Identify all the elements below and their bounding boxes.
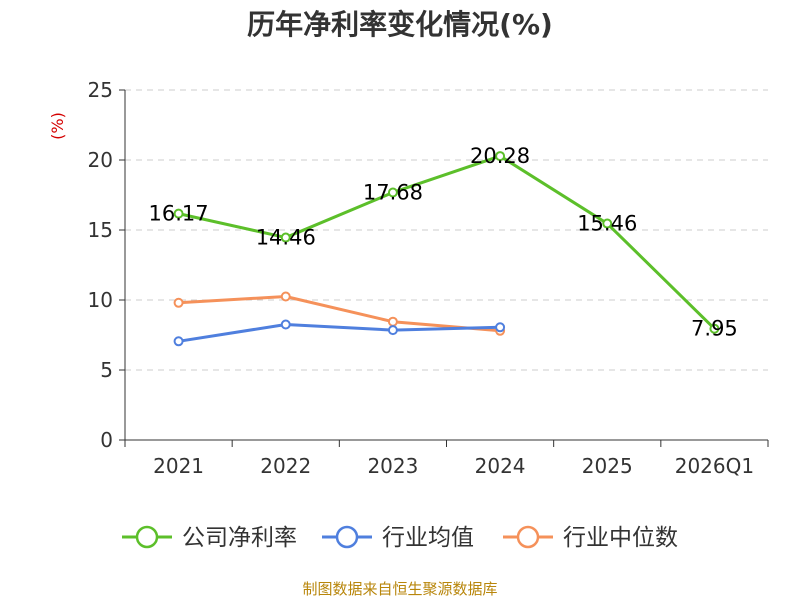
data-point-1-3[interactable] bbox=[495, 322, 506, 333]
chart-title: 历年净利率变化情况(%) bbox=[247, 8, 553, 41]
data-point-0-4[interactable] bbox=[602, 218, 613, 229]
data-label-0-3: 20.28 bbox=[470, 144, 530, 168]
legend-marker-1 bbox=[335, 525, 359, 549]
data-label-0-5: 7.95 bbox=[691, 317, 738, 341]
legend-item-0[interactable]: 公司净利率 bbox=[122, 525, 297, 551]
series-line-0 bbox=[178, 154, 716, 330]
y-tick-label: 20 bbox=[88, 148, 113, 172]
y-tick-label: 0 bbox=[100, 428, 113, 452]
x-tick-label-2021: 2021 bbox=[153, 454, 204, 478]
x-tick-label-2024: 2024 bbox=[475, 454, 526, 478]
y-tick-label: 10 bbox=[88, 288, 113, 312]
y-tick-label: 25 bbox=[88, 78, 113, 102]
series-line-2 bbox=[178, 295, 501, 333]
source-note: 制图数据来自恒生聚源数据库 bbox=[302, 580, 497, 598]
data-label-0-2: 17.68 bbox=[363, 180, 423, 204]
data-point-1-0[interactable] bbox=[173, 336, 184, 347]
x-tick-label-2022: 2022 bbox=[260, 454, 311, 478]
legend-marker-0 bbox=[135, 525, 159, 549]
y-tick-label: 5 bbox=[100, 358, 113, 382]
legend-marker-2 bbox=[516, 525, 540, 549]
data-point-2-0[interactable] bbox=[173, 297, 184, 308]
series-lines bbox=[173, 151, 720, 347]
data-point-0-1[interactable] bbox=[280, 232, 291, 243]
data-point-2-1[interactable] bbox=[280, 291, 291, 302]
legend-label-2: 行业中位数 bbox=[563, 525, 678, 551]
legend[interactable]: 公司净利率 行业均值 行业中位数 bbox=[122, 525, 678, 551]
x-tick-label-2023: 2023 bbox=[367, 454, 418, 478]
x-tick-label-2025: 2025 bbox=[582, 454, 633, 478]
data-point-0-3[interactable] bbox=[495, 151, 506, 162]
data-point-1-2[interactable] bbox=[387, 325, 398, 336]
data-point-0-2[interactable] bbox=[387, 187, 398, 198]
data-label-0-1: 14.46 bbox=[256, 226, 316, 250]
legend-item-1[interactable]: 行业均值 bbox=[322, 525, 474, 551]
data-label-0-4: 15.46 bbox=[577, 212, 637, 236]
legend-label-1: 行业均值 bbox=[382, 525, 474, 551]
series-line-1 bbox=[178, 323, 501, 343]
data-point-0-0[interactable] bbox=[173, 208, 184, 219]
data-labels: 16.17 14.46 17.68 20.28 15.46 7.95 bbox=[149, 144, 738, 341]
data-point-2-2[interactable] bbox=[387, 316, 398, 327]
y-axis-unit: (%) bbox=[48, 112, 67, 140]
data-point-1-1[interactable] bbox=[280, 319, 291, 330]
y-tick-label: 15 bbox=[88, 218, 113, 242]
legend-label-0: 公司净利率 bbox=[182, 525, 297, 551]
x-tick-label-2026Q1: 2026Q1 bbox=[675, 454, 754, 478]
legend-item-2[interactable]: 行业中位数 bbox=[503, 525, 678, 551]
data-label-0-0: 16.17 bbox=[149, 202, 209, 226]
data-point-0-5[interactable] bbox=[709, 323, 720, 334]
grid-lines bbox=[125, 89, 768, 371]
